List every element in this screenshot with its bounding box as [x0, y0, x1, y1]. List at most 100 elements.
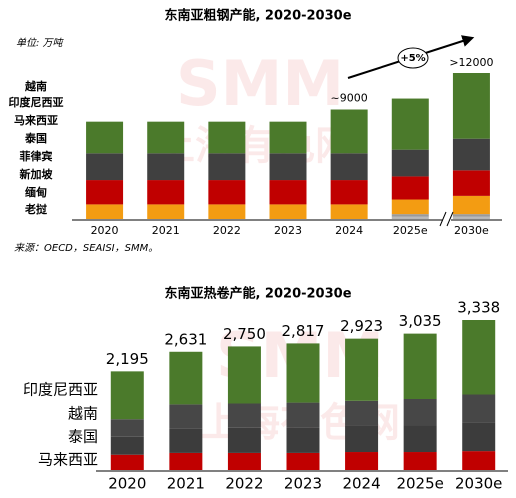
- total-label: 2,923: [340, 317, 383, 335]
- bar-segment: [208, 204, 246, 219]
- annotation: +5%: [400, 53, 425, 64]
- x-tick-label: 2025e: [393, 224, 428, 237]
- bar-segment: [452, 216, 490, 218]
- x-tick-label: 2024: [335, 224, 363, 237]
- bar-segment: [86, 121, 124, 154]
- bar-segment: [227, 403, 261, 428]
- bar-segment: [147, 180, 185, 205]
- bar-segment: [452, 170, 490, 196]
- bar-segment: [403, 425, 437, 453]
- bar-segment: [452, 138, 490, 171]
- bar-segment: [208, 121, 246, 154]
- legend-label: 泰国: [68, 428, 98, 446]
- bar-segment: [169, 351, 203, 405]
- bar-segment: [86, 180, 124, 205]
- axis-break: [439, 211, 447, 227]
- bar-segment: [403, 398, 437, 426]
- bar-segment: [391, 149, 429, 177]
- total-label: 2,817: [282, 322, 325, 340]
- bar-segment: [330, 109, 368, 154]
- bar-segment: [452, 218, 490, 219]
- bar-segment: [227, 346, 261, 404]
- bar-segment: [330, 204, 368, 219]
- bar-segment: [462, 394, 496, 423]
- bar-segment: [110, 371, 144, 420]
- legend-label: 新加坡: [20, 167, 54, 181]
- bar-segment: [391, 98, 429, 150]
- x-tick-label: 2022: [225, 475, 263, 493]
- total-label: 3,035: [399, 312, 442, 330]
- x-tick-label: 2021: [167, 475, 205, 493]
- bar-segment: [452, 195, 490, 215]
- x-tick-label: 2024: [342, 475, 380, 493]
- bar-segment: [169, 452, 203, 470]
- x-tick-label: 2023: [284, 475, 322, 493]
- chart-title: 东南亚粗钢产能, 2020-2030e: [164, 8, 351, 24]
- bar-segment: [86, 153, 124, 181]
- bar-segment: [169, 404, 203, 429]
- legend-label: 印度尼西亚: [23, 381, 98, 399]
- bar-segment: [403, 452, 437, 470]
- bar-segment: [345, 338, 379, 401]
- legend-label: 马来西亚: [38, 451, 98, 469]
- legend-label: 印度尼西亚: [9, 95, 64, 109]
- total-label: 2,631: [164, 330, 207, 348]
- legend-label: 菲律宾: [20, 149, 53, 163]
- legend-label: 泰国: [24, 131, 47, 145]
- bar-segment: [462, 320, 496, 395]
- watermark: SMM: [176, 47, 344, 120]
- bar-segment: [391, 199, 429, 215]
- legend-label: 越南: [68, 405, 98, 423]
- annotation-ellipse: [397, 47, 429, 69]
- bar-segment: [391, 176, 429, 200]
- bar-segment: [110, 419, 144, 437]
- x-tick-label: 2020: [91, 224, 119, 237]
- total-label: 3,338: [457, 299, 500, 317]
- total-label: 2,195: [106, 350, 149, 368]
- bar-segment: [269, 180, 307, 205]
- annotation: >12000: [449, 56, 493, 69]
- axis-break-gap: [443, 211, 451, 227]
- x-tick-label: 2021: [152, 224, 180, 237]
- bar-segment: [391, 214, 429, 217]
- bar-segment: [391, 217, 429, 219]
- bar-segment: [147, 153, 185, 181]
- bar-segment: [345, 425, 379, 453]
- bar-segment: [462, 422, 496, 452]
- bar-segment: [169, 428, 203, 453]
- bar-segment: [462, 451, 496, 470]
- bar-segment: [227, 427, 261, 453]
- bar-segment: [86, 204, 124, 219]
- bar-segment: [286, 427, 320, 453]
- bar-segment: [345, 452, 379, 470]
- bar-segment: [269, 204, 307, 219]
- bar-segment: [208, 153, 246, 181]
- bar-segment: [227, 452, 261, 470]
- total-label: 2,750: [223, 325, 266, 343]
- watermark: 上海有色网: [155, 123, 355, 169]
- unit-label: 单位: 万吨: [16, 37, 65, 49]
- x-tick-label: 2023: [274, 224, 302, 237]
- bar-segment: [452, 73, 490, 139]
- bar-segment: [208, 180, 246, 205]
- legend-label: 越南: [24, 79, 47, 93]
- axis-break: [446, 211, 454, 227]
- annotation: ~9000: [331, 92, 368, 105]
- x-tick-label: 2030e: [455, 475, 502, 493]
- bar-segment: [330, 153, 368, 181]
- bar-segment: [110, 436, 144, 455]
- bar-segment: [391, 218, 429, 219]
- bar-segment: [452, 214, 490, 217]
- bar-segment: [269, 121, 307, 154]
- bar-segment: [110, 454, 144, 470]
- x-tick-label: 2030e: [454, 224, 489, 237]
- bar-segment: [147, 204, 185, 219]
- bar-segment: [452, 217, 490, 219]
- bar-segment: [330, 180, 368, 205]
- bar-segment: [147, 121, 185, 154]
- chart-title: 东南亚热卷产能, 2020-2030e: [164, 286, 351, 302]
- x-tick-label: 2025e: [396, 475, 443, 493]
- bar-segment: [345, 400, 379, 426]
